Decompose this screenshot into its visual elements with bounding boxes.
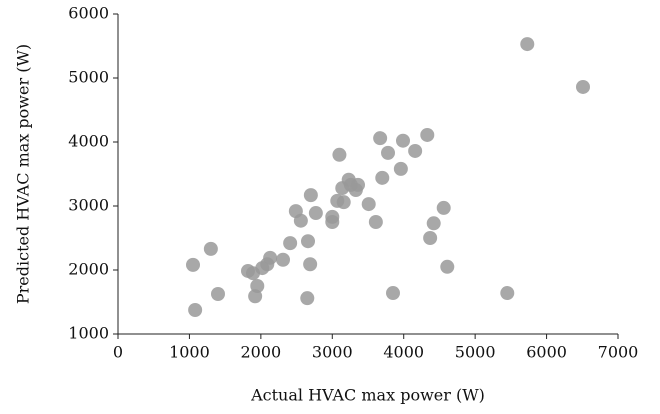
x-tick-label: 7000 — [598, 343, 639, 362]
point — [203, 241, 218, 256]
point — [440, 259, 455, 274]
point — [332, 147, 347, 162]
point — [423, 231, 438, 245]
point — [386, 286, 400, 301]
point — [303, 188, 318, 203]
x-tick-label: 6000 — [526, 343, 567, 362]
point — [381, 145, 395, 160]
point — [325, 215, 340, 229]
x-tick-label: 3000 — [312, 343, 353, 362]
point — [500, 286, 515, 301]
point — [351, 177, 365, 192]
point — [263, 250, 278, 265]
y-axis-label: Predicted HVAC max power (W) — [14, 44, 33, 304]
y-tick-label: 3000 — [68, 196, 109, 215]
y-tick-label: 4000 — [68, 132, 109, 151]
x-tick-label: 5000 — [455, 343, 496, 362]
x-tick-label: 4000 — [383, 343, 424, 362]
point — [361, 197, 376, 212]
point — [301, 234, 315, 249]
y-tick-label: 1000 — [68, 324, 109, 343]
point — [520, 37, 535, 52]
x-axis-label: Actual HVAC max power (W) — [250, 386, 485, 405]
point — [276, 252, 290, 267]
point — [396, 133, 410, 148]
point — [308, 206, 323, 221]
point — [336, 195, 351, 210]
point — [368, 215, 383, 229]
point — [375, 170, 390, 185]
x-tick-label: 2000 — [240, 343, 281, 362]
point — [436, 200, 451, 215]
x-tick-label: 0 — [113, 343, 123, 362]
point — [393, 161, 408, 176]
point — [211, 287, 225, 301]
point — [186, 257, 200, 272]
point — [303, 257, 318, 272]
y-tick-label: 2000 — [68, 260, 109, 279]
point — [248, 289, 263, 304]
point — [426, 216, 441, 231]
point — [420, 127, 435, 142]
y-tick-label: 6000 — [68, 4, 109, 23]
point — [283, 236, 298, 251]
x-tick-label: 1000 — [169, 343, 210, 362]
point — [576, 79, 590, 94]
point — [188, 303, 203, 317]
point — [300, 291, 315, 306]
point — [293, 213, 308, 228]
y-tick-label: 5000 — [68, 68, 109, 87]
point — [408, 143, 423, 158]
point — [373, 131, 388, 146]
